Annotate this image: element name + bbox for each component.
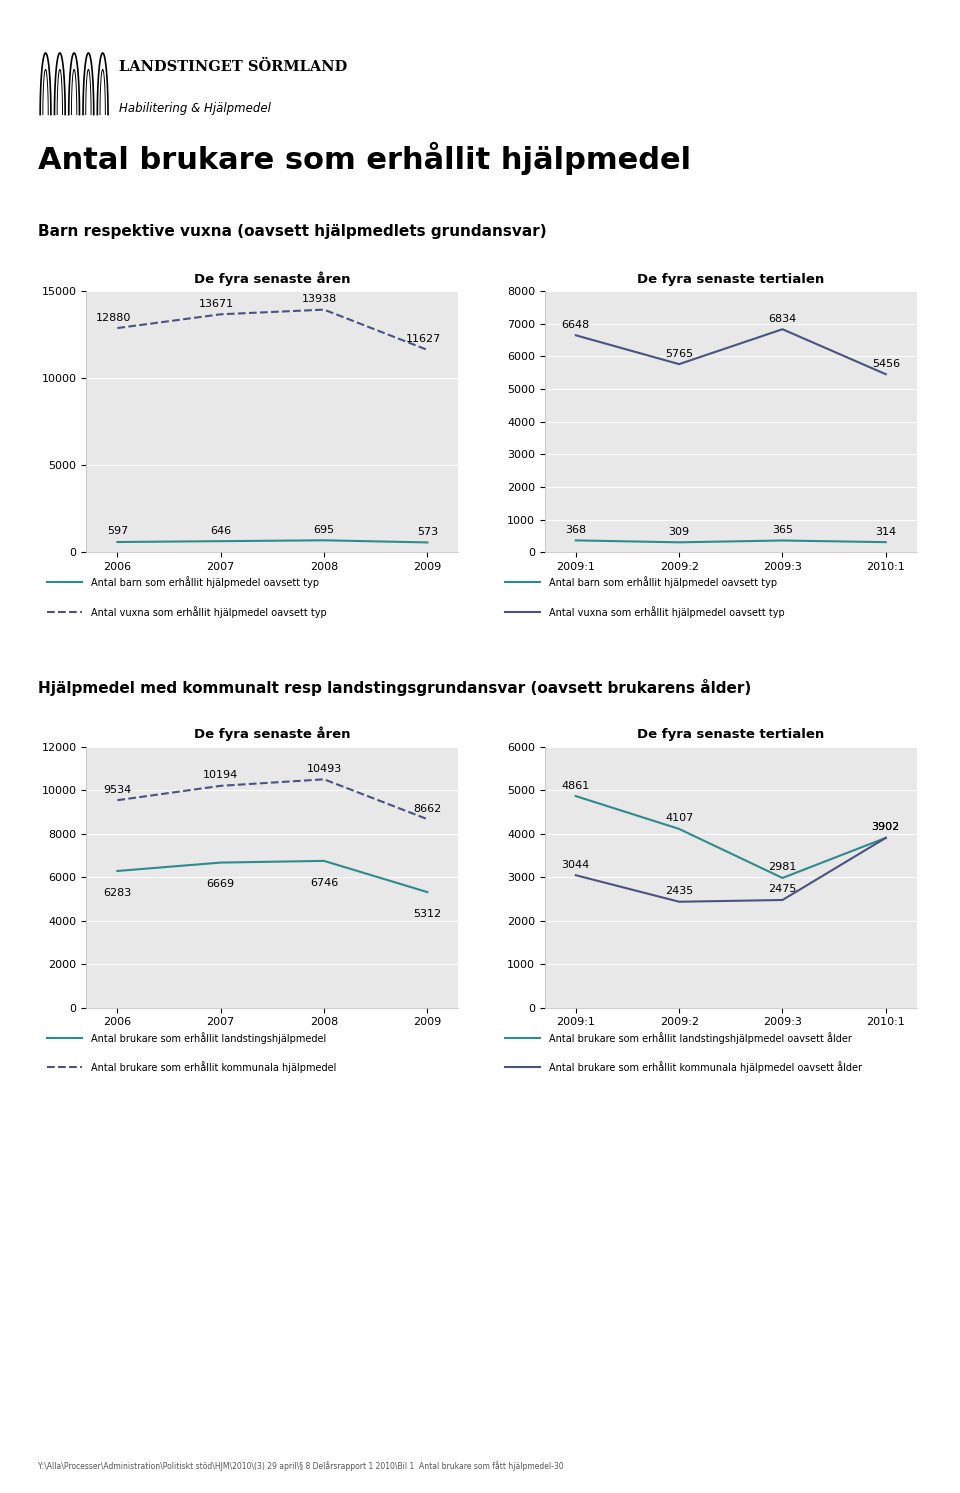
Text: 4861: 4861 bbox=[562, 781, 590, 790]
Text: 13671: 13671 bbox=[199, 299, 234, 309]
Text: 5765: 5765 bbox=[665, 348, 693, 358]
Text: 9534: 9534 bbox=[104, 785, 132, 794]
Title: De fyra senaste tertialen: De fyra senaste tertialen bbox=[637, 273, 825, 285]
Text: 646: 646 bbox=[210, 526, 231, 536]
Text: Barn respektive vuxna (oavsett hjälpmedlets grundansvar): Barn respektive vuxna (oavsett hjälpmedl… bbox=[38, 224, 547, 239]
Text: Antal vuxna som erhållit hjälpmedel oavsett typ: Antal vuxna som erhållit hjälpmedel oavs… bbox=[90, 606, 326, 618]
Text: 3044: 3044 bbox=[562, 860, 590, 869]
Text: 368: 368 bbox=[565, 526, 587, 534]
Text: 695: 695 bbox=[314, 524, 335, 534]
Text: LANDSTINGET SÖRMLAND: LANDSTINGET SÖRMLAND bbox=[119, 60, 347, 73]
Title: De fyra senaste åren: De fyra senaste åren bbox=[194, 727, 350, 741]
Text: Hjälpmedel med kommunalt resp landstingsgrundansvar (oavsett brukarens ålder): Hjälpmedel med kommunalt resp landstings… bbox=[38, 679, 752, 696]
Text: 6669: 6669 bbox=[206, 879, 235, 890]
Text: 11627: 11627 bbox=[406, 334, 441, 345]
Text: Antal brukare som erhållit landstingshjälpmedel oavsett ålder: Antal brukare som erhållit landstingshjä… bbox=[549, 1032, 852, 1044]
Text: Antal brukare som erhållit kommunala hjälpmedel: Antal brukare som erhållit kommunala hjä… bbox=[90, 1062, 336, 1073]
Text: Antal barn som erhållit hjälpmedel oavsett typ: Antal barn som erhållit hjälpmedel oavse… bbox=[90, 576, 319, 588]
Title: De fyra senaste åren: De fyra senaste åren bbox=[194, 272, 350, 285]
Text: 2475: 2475 bbox=[768, 884, 797, 894]
Text: 10493: 10493 bbox=[306, 764, 342, 773]
Text: 597: 597 bbox=[107, 527, 128, 536]
Text: 10194: 10194 bbox=[204, 770, 238, 781]
Text: Antal vuxna som erhållit hjälpmedel oavsett typ: Antal vuxna som erhållit hjälpmedel oavs… bbox=[549, 606, 784, 618]
Text: 6283: 6283 bbox=[104, 888, 132, 897]
Text: Antal brukare som erhållit kommunala hjälpmedel oavsett ålder: Antal brukare som erhållit kommunala hjä… bbox=[549, 1062, 862, 1073]
Text: 5456: 5456 bbox=[872, 358, 900, 369]
Text: Habilitering & Hjälpmedel: Habilitering & Hjälpmedel bbox=[119, 103, 271, 115]
Text: 6746: 6746 bbox=[310, 878, 338, 887]
Text: 314: 314 bbox=[876, 527, 897, 536]
Text: 3902: 3902 bbox=[872, 823, 900, 832]
Text: Antal brukare som erhållit hjälpmedel: Antal brukare som erhållit hjälpmedel bbox=[38, 142, 691, 175]
Text: Y:\Alla\Processer\Administration\Politiskt stöd\HJM\2010\(3) 29 april\§ 8 Delårs: Y:\Alla\Processer\Administration\Politis… bbox=[38, 1460, 564, 1471]
Text: 6648: 6648 bbox=[562, 320, 590, 330]
Text: 12880: 12880 bbox=[96, 312, 131, 322]
Text: 309: 309 bbox=[668, 527, 689, 537]
Text: 8662: 8662 bbox=[413, 803, 442, 814]
Title: De fyra senaste tertialen: De fyra senaste tertialen bbox=[637, 729, 825, 741]
Text: 2981: 2981 bbox=[768, 863, 797, 872]
Text: 13938: 13938 bbox=[302, 294, 338, 305]
Text: 3902: 3902 bbox=[872, 823, 900, 832]
Text: 365: 365 bbox=[772, 526, 793, 534]
Text: Antal barn som erhållit hjälpmedel oavsett typ: Antal barn som erhållit hjälpmedel oavse… bbox=[549, 576, 777, 588]
Text: Antal brukare som erhållit landstingshjälpmedel: Antal brukare som erhållit landstingshjä… bbox=[90, 1032, 325, 1044]
Text: 573: 573 bbox=[417, 527, 438, 537]
Text: 2435: 2435 bbox=[665, 887, 693, 896]
Text: 4107: 4107 bbox=[665, 814, 693, 823]
Text: 6834: 6834 bbox=[768, 314, 797, 324]
Text: 5312: 5312 bbox=[414, 909, 442, 918]
